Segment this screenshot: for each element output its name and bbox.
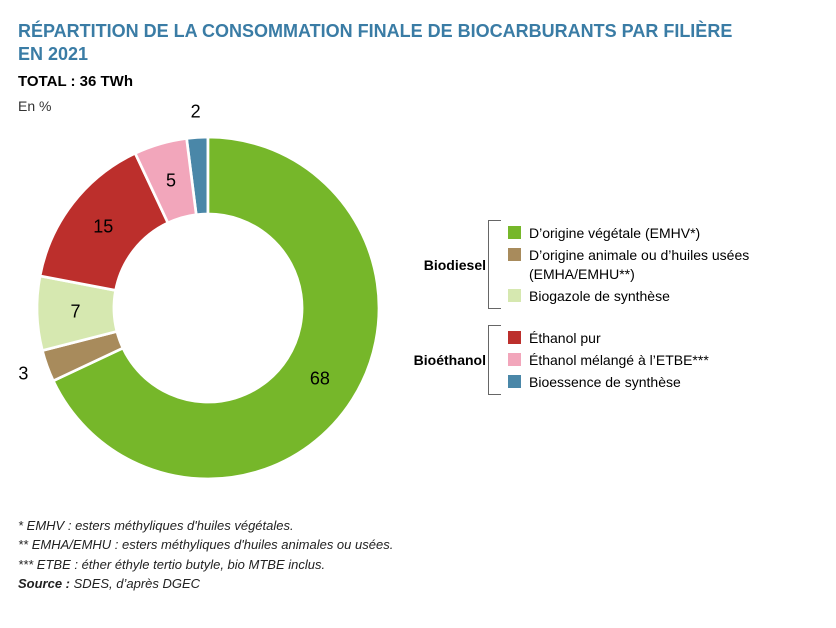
source-label: Source : xyxy=(18,576,70,591)
legend-label: D’origine animale ou d’huiles usées (EMH… xyxy=(529,246,818,282)
slice-label-animale: 3 xyxy=(18,364,28,385)
legend-group-title: Biodiesel xyxy=(408,257,486,273)
legend-swatch xyxy=(508,353,521,366)
legend: Biodiesel D’origine végétale (EMHV*) D’ori… xyxy=(398,210,818,405)
footnote-line: *** ETBE : éther éthyle tertio butyle, b… xyxy=(18,555,818,575)
source-text: SDES, d’après DGEC xyxy=(74,576,200,591)
legend-item: Éthanol pur xyxy=(508,329,818,347)
footnotes: * EMHV : esters méthyliques d'huiles vég… xyxy=(18,516,818,594)
legend-swatch xyxy=(508,226,521,239)
legend-label: Éthanol pur xyxy=(529,329,601,347)
legend-label: D’origine végétale (EMHV*) xyxy=(529,224,700,242)
legend-item: Bioessence de synthèse xyxy=(508,373,818,391)
slice-label-vegetale: 68 xyxy=(310,368,330,389)
chart-title: RÉPARTITION DE LA CONSOMMATION FINALE DE… xyxy=(18,20,818,67)
legend-label: Bioessence de synthèse xyxy=(529,373,681,391)
slice-label-ethanol_pur: 15 xyxy=(93,216,113,237)
footnote-line: ** EMHA/EMHU : esters méthyliques d'huil… xyxy=(18,535,818,555)
slice-label-biogazole: 7 xyxy=(71,301,81,322)
total-subtitle: TOTAL : 36 TWh xyxy=(18,73,818,90)
legend-group-title: Bioéthanol xyxy=(408,352,486,368)
slice-label-bioessence: 2 xyxy=(191,101,201,122)
legend-group: Bioéthanol Éthanol pur Éthanol mélangé à l… xyxy=(408,319,818,402)
legend-bracket xyxy=(488,325,501,396)
donut-chart: 26837155 xyxy=(18,118,398,498)
legend-group: Biodiesel D’origine végétale (EMHV*) D’ori… xyxy=(408,214,818,315)
legend-label: Éthanol mélangé à l’ETBE*** xyxy=(529,351,709,369)
slice-label-ethanol_etbe: 5 xyxy=(166,170,176,191)
legend-swatch xyxy=(508,289,521,302)
legend-item: Éthanol mélangé à l’ETBE*** xyxy=(508,351,818,369)
legend-item: D’origine animale ou d’huiles usées (EMH… xyxy=(508,246,818,282)
legend-bracket xyxy=(488,220,501,309)
unit-label: En % xyxy=(18,98,818,114)
legend-swatch xyxy=(508,331,521,344)
legend-swatch xyxy=(508,375,521,388)
legend-swatch xyxy=(508,248,521,261)
legend-label: Biogazole de synthèse xyxy=(529,287,670,305)
legend-item: Biogazole de synthèse xyxy=(508,287,818,305)
legend-item: D’origine végétale (EMHV*) xyxy=(508,224,818,242)
footnote-line: * EMHV : esters méthyliques d'huiles vég… xyxy=(18,516,818,536)
